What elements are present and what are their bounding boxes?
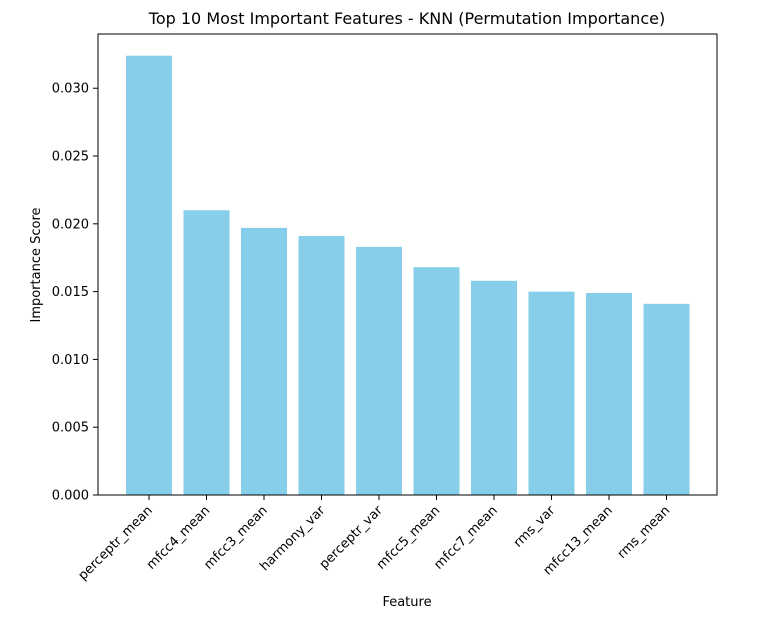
- x-axis-label: Feature: [382, 595, 431, 610]
- y-tick-label: 0.000: [52, 489, 89, 504]
- y-tick-label: 0.030: [52, 82, 89, 97]
- x-axis: perceptr_meanmfcc4_meanmfcc3_meanharmony…: [76, 495, 674, 583]
- bar-mfcc4-mean: [183, 210, 230, 495]
- x-tick-label: rms_mean: [615, 503, 674, 562]
- y-tick-label: 0.005: [52, 421, 89, 436]
- plot-frame: [97, 33, 718, 496]
- bar-mfcc13-mean: [586, 292, 632, 495]
- bar-mfcc5-mean: [413, 267, 460, 495]
- bar-harmony-var: [298, 236, 345, 495]
- y-tick-label: 0.025: [52, 150, 89, 165]
- y-axis-label: Importance Score: [29, 207, 44, 322]
- bar-rms-mean: [643, 303, 690, 495]
- bar-mfcc3-mean: [241, 227, 287, 495]
- bar-rms-var: [528, 291, 575, 495]
- bar-perceptr-var: [356, 246, 402, 495]
- chart-title: Top 10 Most Important Features - KNN (Pe…: [148, 9, 665, 28]
- y-tick-label: 0.015: [52, 285, 89, 300]
- y-tick-label: 0.010: [52, 353, 89, 368]
- plot-area: [126, 55, 690, 495]
- bar-mfcc7-mean: [471, 280, 517, 495]
- y-tick-label: 0.020: [52, 217, 89, 232]
- bar-perceptr-mean: [126, 55, 172, 495]
- y-axis: 0.000 0.005 0.010 0.015 0.020 0.025 0.030: [52, 82, 98, 504]
- x-tick-label: rms_var: [511, 503, 559, 551]
- x-tick-label: perceptr_mean: [76, 503, 156, 583]
